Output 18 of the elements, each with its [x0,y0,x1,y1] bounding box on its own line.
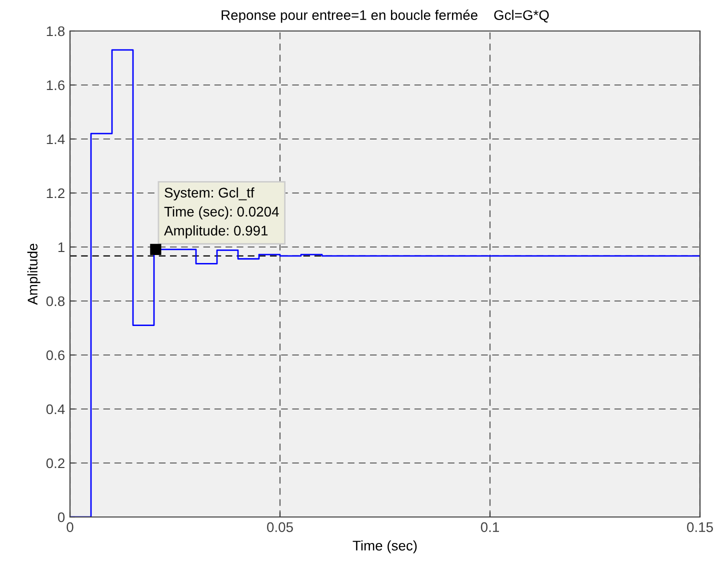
x-tick-label: 0 [66,522,74,532]
y-tick-label: 0 [58,512,65,522]
y-tick-label: 0.2 [46,458,64,468]
y-tick-label: 1.2 [46,188,64,198]
y-tick-label: 1 [58,242,64,252]
x-tick-label: 0.1 [480,522,499,532]
y-tick-label: 0.4 [46,404,65,414]
y-tick-label: 0.6 [46,350,65,360]
annotation: System: Gcl_tf Time (sec): 0.0204 Amplitude: 0.991 [164,187,279,238]
y-tick-label: 1.8 [46,26,65,36]
x-tick-label: 0.15 [687,522,713,532]
y-axis-title: Amplitude [27,244,40,305]
y-tick-label: 1.6 [46,80,65,90]
y-tick-label: 0.8 [46,296,65,306]
x-tick-label: 0.05 [267,522,293,532]
chart-title: Reponse pour entree=1 en boucle fermée Gcl=G*Q [222,10,549,23]
y-tick-label: 1.4 [46,134,65,144]
x-axis-title: Time (sec) [352,540,417,554]
